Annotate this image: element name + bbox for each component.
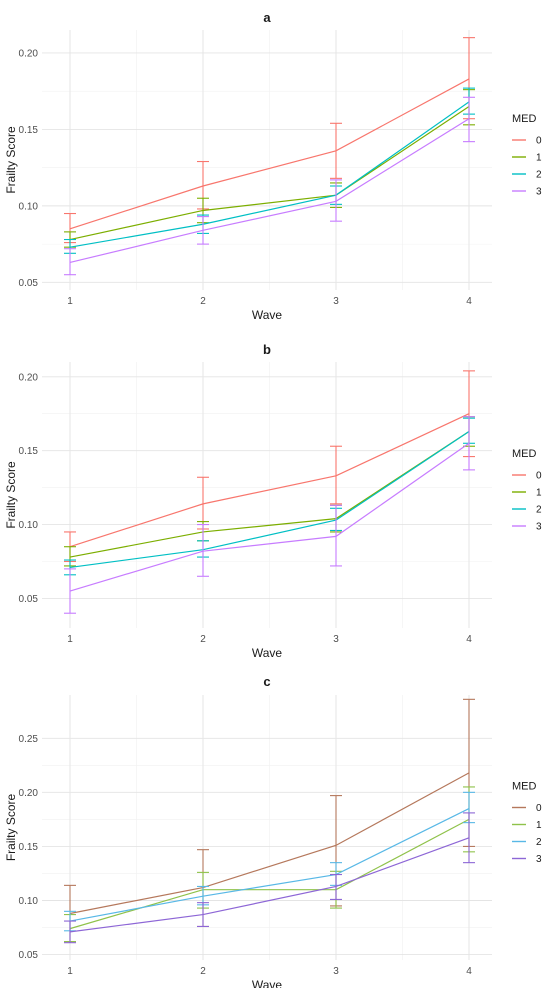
series-line: [69, 430, 470, 569]
legend: MED 0 1 2 3: [512, 781, 542, 865]
panel-title: c: [263, 674, 270, 689]
legend-title: MED: [512, 113, 537, 125]
y-axis-title: Frailty Score: [4, 794, 18, 862]
y-tick-label: 0.10: [19, 520, 39, 531]
chart-panel-c: 0.05 0.10 0.15 0.20 0.25 1 2 3 4 c Wave Frailty Sco…: [4, 674, 542, 988]
y-tick-label: 0.20: [19, 788, 39, 799]
series-line: [69, 442, 470, 592]
x-tick-label: 3: [333, 634, 339, 645]
x-tick-label: 1: [67, 296, 73, 307]
legend-label: 1: [536, 153, 542, 164]
y-tick-label: 0.15: [19, 446, 39, 457]
series-line: [69, 105, 470, 241]
y-tick-label: 0.15: [19, 125, 39, 136]
legend-title: MED: [512, 448, 537, 460]
legend-label: 2: [536, 837, 542, 848]
x-tick-label: 2: [200, 634, 206, 645]
y-tick-label: 0.05: [19, 278, 39, 289]
legend-label: 2: [536, 505, 542, 516]
x-tick-label: 4: [466, 296, 472, 307]
legend: MED 0 1 2 3: [512, 113, 542, 198]
chart-panel-b: 0.05 0.10 0.15 0.20 1 2 3 4 b Wave Frailty Score ME…: [4, 342, 542, 660]
y-tick-label: 0.05: [19, 950, 39, 961]
x-tick-label: 3: [333, 966, 339, 977]
x-axis-title: Wave: [252, 646, 283, 660]
legend-label: 0: [536, 471, 542, 482]
chart-panel-a: 0.05 0.10 0.15 0.20 1 2 3 4 a Wave Frailty Score ME…: [4, 10, 542, 322]
x-tick-label: 4: [466, 966, 472, 977]
x-tick-label: 3: [333, 296, 339, 307]
y-tick-label: 0.25: [19, 734, 39, 745]
series-3: [64, 812, 475, 944]
y-tick-label: 0.05: [19, 594, 39, 605]
panel-title: b: [263, 342, 271, 357]
legend-label: 2: [536, 170, 542, 181]
x-axis-title: Wave: [252, 308, 283, 322]
y-tick-label: 0.10: [19, 896, 39, 907]
legend-title: MED: [512, 781, 537, 793]
x-tick-label: 2: [200, 296, 206, 307]
x-tick-label: 1: [67, 634, 73, 645]
series-line: [69, 413, 470, 548]
y-tick-label: 0.10: [19, 201, 39, 212]
legend-label: 3: [536, 187, 542, 198]
y-axis-title: Frailty Score: [4, 126, 18, 194]
series-line: [69, 837, 470, 933]
panel-title: a: [263, 10, 271, 25]
legend-label: 0: [536, 803, 542, 814]
legend-label: 1: [536, 820, 542, 831]
legend-label: 3: [536, 522, 542, 533]
legend-label: 0: [536, 136, 542, 147]
series-line: [69, 118, 470, 264]
y-tick-label: 0.15: [19, 842, 39, 853]
x-tick-label: 1: [67, 966, 73, 977]
series-line: [69, 78, 470, 230]
series-3: [64, 416, 475, 614]
legend-label: 1: [536, 488, 542, 499]
series-line: [69, 808, 470, 922]
x-tick-label: 4: [466, 634, 472, 645]
y-tick-label: 0.20: [19, 372, 39, 383]
x-tick-label: 2: [200, 966, 206, 977]
series-3: [64, 96, 475, 276]
legend-label: 3: [536, 854, 542, 865]
series-line: [69, 430, 470, 558]
series-line: [69, 772, 470, 915]
legend: MED 0 1 2 3: [512, 448, 542, 533]
x-axis-title: Wave: [252, 978, 283, 988]
series-line: [69, 101, 470, 248]
y-axis-title: Frailty Score: [4, 461, 18, 529]
y-tick-label: 0.20: [19, 48, 39, 59]
